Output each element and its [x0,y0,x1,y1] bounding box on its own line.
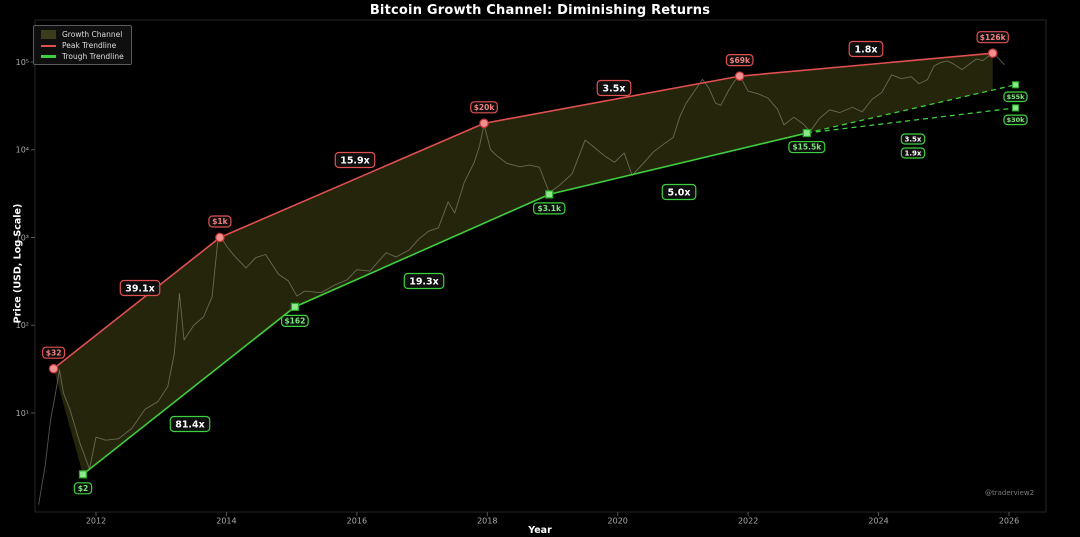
trough-trendline-swatch [41,55,56,58]
trough-multiplier-label: 19.3x [409,276,439,287]
peak-multiplier-label: 1.8x [855,44,878,55]
trough-price-label: $2 [78,484,88,493]
x-tick-label: 2018 [477,517,497,526]
trough-marker [545,190,554,199]
trough-trendline [82,132,808,475]
peak-price-label-box [208,215,232,228]
peak-marker [479,118,489,129]
y-tick-label: 10² [16,321,29,330]
x-tick-label: 2024 [868,517,888,526]
trough-marker [802,128,811,138]
x-tick-label: 2014 [216,517,236,526]
trough-marker [290,302,300,311]
peak-multiplier-label: 3.5x [603,83,626,94]
peak-price-label: $1k [212,217,228,226]
peak-multiplier-label-box [119,279,161,297]
peak-price-label: $69k [729,56,751,65]
peak-price-label-box [976,31,1009,44]
projection-multiplier-label: 1.9x [905,150,922,158]
peak-multiplier-label-box [596,79,632,97]
projection-marker [1011,81,1020,89]
trough-price-label: $3.1k [537,204,562,213]
legend-item-growth-channel: Growth Channel [41,30,124,39]
legend-label: Growth Channel [62,29,123,39]
plot-border [34,19,1047,513]
peak-multiplier-label-box [334,151,376,169]
peak-marker [987,48,998,58]
projection-line [806,107,1016,134]
legend-item-trough-trendline: Trough Trendline [41,51,124,61]
peak-price-label-box [470,101,498,114]
x-tick-label: 2012 [86,517,106,526]
trough-price-label-box [281,314,309,327]
peak-marker [734,71,745,81]
trough-multiplier-label-box [403,272,445,290]
trough-price-label: $162 [284,317,305,326]
legend: Growth Channel Peak Trendline Trough Tre… [33,25,132,65]
peak-multiplier-label: 39.1x [125,283,155,294]
trough-multiplier-label: 5.0x [668,187,691,198]
x-tick-label: 2026 [999,517,1019,526]
peak-price-label-box [42,346,66,359]
peak-trendline-swatch [41,44,56,47]
peak-multiplier-label-box [848,40,884,58]
trough-price-label-box [788,140,826,154]
growth-channel-fill [53,53,993,475]
watermark: @traderview2 [985,489,1035,497]
projection-price-label-box [1003,114,1028,126]
peak-price-label: $32 [46,348,62,357]
trough-price-label-box [533,202,566,215]
y-tick-label: 10⁴ [16,146,29,155]
projection-multiplier-label-box [900,133,926,145]
projection-multiplier-label: 3.5x [905,136,922,144]
trough-multiplier-label-box [661,183,697,201]
trough-multiplier-label: 81.4x [175,419,205,430]
legend-item-peak-trendline: Peak Trendline [41,42,124,50]
peak-marker [215,232,225,243]
y-axis-title: Price (USD, Log Scale) [12,203,24,324]
trough-price-label-box [73,482,93,495]
x-axis-title: Year [528,525,552,536]
projection-marker [1011,104,1020,112]
trough-multiplier-label-box [169,415,211,433]
projection-price-label: $55k [1007,93,1026,101]
y-tick-label: 10³ [16,233,29,242]
trough-price-label: $15.5k [792,143,822,152]
chart-title: Bitcoin Growth Channel: Diminishing Retu… [369,3,711,18]
trough-marker [78,470,88,479]
x-tick-label: 2020 [608,517,628,526]
y-tick-label: 10¹ [16,409,29,418]
btc-price-line [38,53,1005,505]
legend-label: Peak Trendline [62,41,117,50]
y-tick-label: 10⁵ [16,58,29,67]
peak-marker [48,363,59,374]
x-tick-label: 2022 [738,517,758,526]
peak-price-label: $126k [980,33,1007,42]
peak-multiplier-label: 15.9x [340,155,370,166]
peak-price-label-box [725,54,754,67]
growth-channel-swatch [41,30,56,39]
x-tick-label: 2016 [347,517,367,526]
legend-label: Trough Trendline [62,51,124,61]
projection-price-label-box [1003,91,1028,103]
projection-multiplier-label-box [900,147,926,159]
peak-price-label: $20k [474,103,496,112]
projection-price-label: $30k [1007,116,1026,124]
